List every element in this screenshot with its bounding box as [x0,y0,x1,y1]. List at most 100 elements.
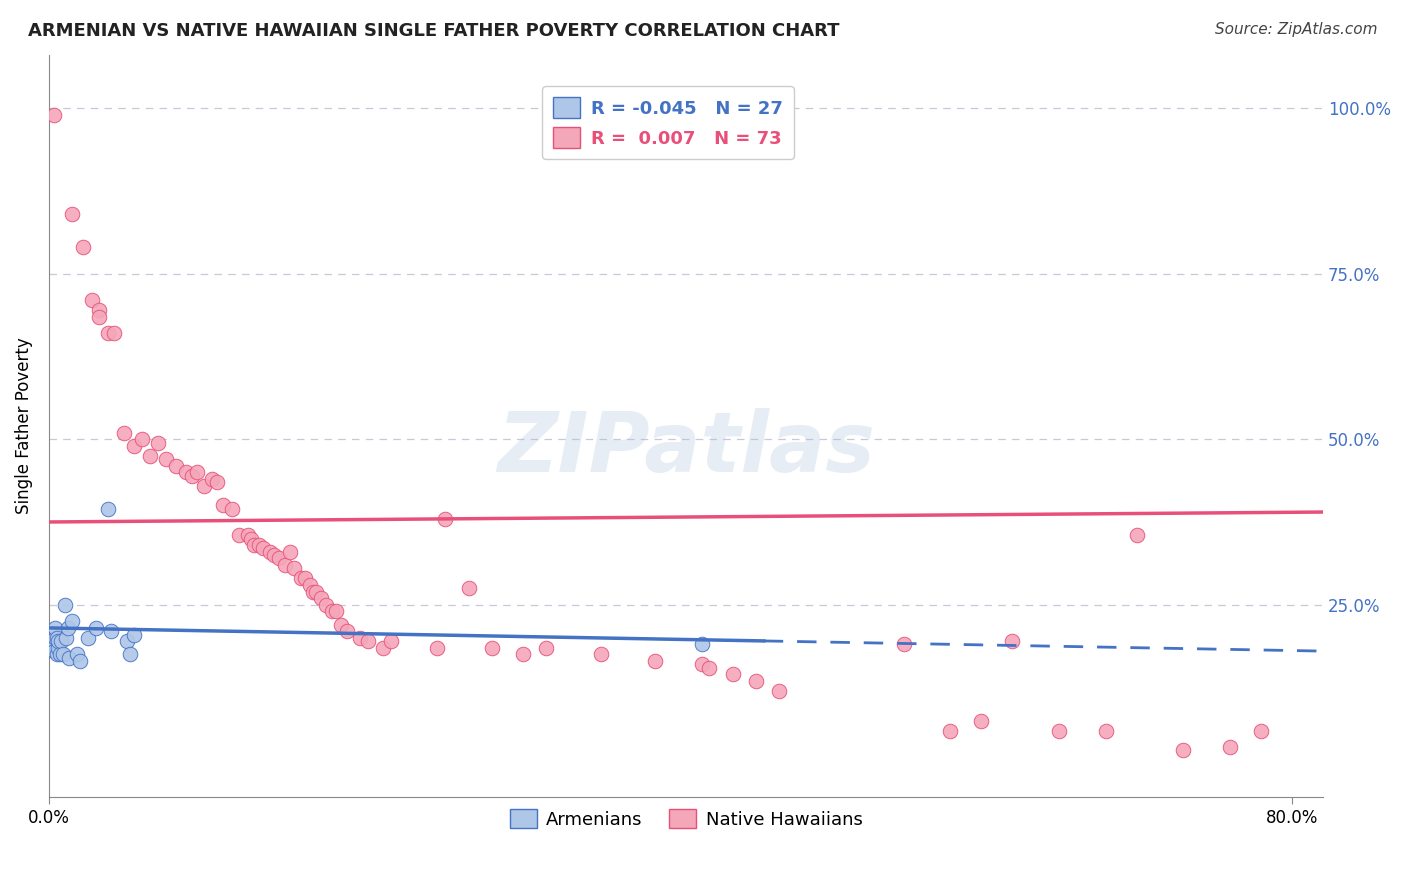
Point [1094,723,1116,738]
Point [44,621,66,635]
Point [42,644,65,658]
Point [46,640,69,655]
Point [82,293,104,307]
Point [76,631,98,645]
Point [278,545,301,559]
Point [309,591,332,606]
Point [1001,634,1024,648]
Point [186,466,208,480]
Point [283,561,305,575]
Point [221,501,243,516]
Point [112,425,135,440]
Point [240,532,263,546]
Point [457,581,479,595]
Point [87,310,110,324]
Point [1250,723,1272,738]
Point [247,538,270,552]
Point [690,638,713,652]
Point [298,578,321,592]
Point [315,598,337,612]
Point [205,475,228,490]
Point [52,648,75,662]
Point [534,640,557,655]
Y-axis label: Single Father Poverty: Single Father Poverty [15,337,32,515]
Point [721,667,744,681]
Point [139,449,162,463]
Point [939,723,962,738]
Point [56,621,79,635]
Point [118,648,141,662]
Point [481,640,503,655]
Text: ARMENIAN VS NATIVE HAWAIIAN SINGLE FATHER POVERTY CORRELATION CHART: ARMENIAN VS NATIVE HAWAIIAN SINGLE FATHE… [28,22,839,40]
Point [49,648,72,662]
Point [97,501,120,516]
Point [146,435,169,450]
Point [69,654,91,668]
Point [201,472,224,486]
Point [181,468,204,483]
Point [302,584,325,599]
Point [51,634,73,648]
Point [893,638,915,652]
Point [72,240,94,254]
Point [1219,740,1241,755]
Point [243,538,266,552]
Point [699,660,721,674]
Point [124,439,146,453]
Point [690,657,713,672]
Point [512,648,534,662]
Point [1173,743,1195,757]
Point [84,621,107,635]
Point [115,634,138,648]
Legend: Armenians, Native Hawaiians: Armenians, Native Hawaiians [502,802,870,836]
Point [434,511,457,525]
Point [380,634,402,648]
Point [66,648,89,662]
Point [1125,528,1147,542]
Point [39,634,62,648]
Point [45,648,67,662]
Point [426,640,449,655]
Point [228,528,250,542]
Point [165,458,187,473]
Point [356,634,378,648]
Point [644,654,666,668]
Point [87,303,110,318]
Point [103,326,125,341]
Point [252,541,274,556]
Point [58,650,80,665]
Point [46,634,69,648]
Point [768,683,790,698]
Point [259,545,281,559]
Point [336,624,359,639]
Point [349,631,371,645]
Point [236,528,259,542]
Point [325,604,347,618]
Point [745,673,768,688]
Point [124,627,146,641]
Point [41,638,63,652]
Point [330,617,353,632]
Point [263,548,285,562]
Point [290,571,312,585]
Text: Source: ZipAtlas.com: Source: ZipAtlas.com [1215,22,1378,37]
Point [155,452,177,467]
Point [274,558,297,572]
Point [1047,723,1070,738]
Text: ZIPatlas: ZIPatlas [498,408,875,489]
Point [174,466,197,480]
Point [193,478,215,492]
Point [44,631,66,645]
Point [55,631,77,645]
Point [53,598,76,612]
Point [267,551,290,566]
Point [970,714,993,728]
Point [100,624,122,639]
Point [45,631,67,645]
Point [212,499,235,513]
Point [321,604,343,618]
Point [60,615,83,629]
Point [60,207,83,221]
Point [371,640,394,655]
Point [97,326,120,341]
